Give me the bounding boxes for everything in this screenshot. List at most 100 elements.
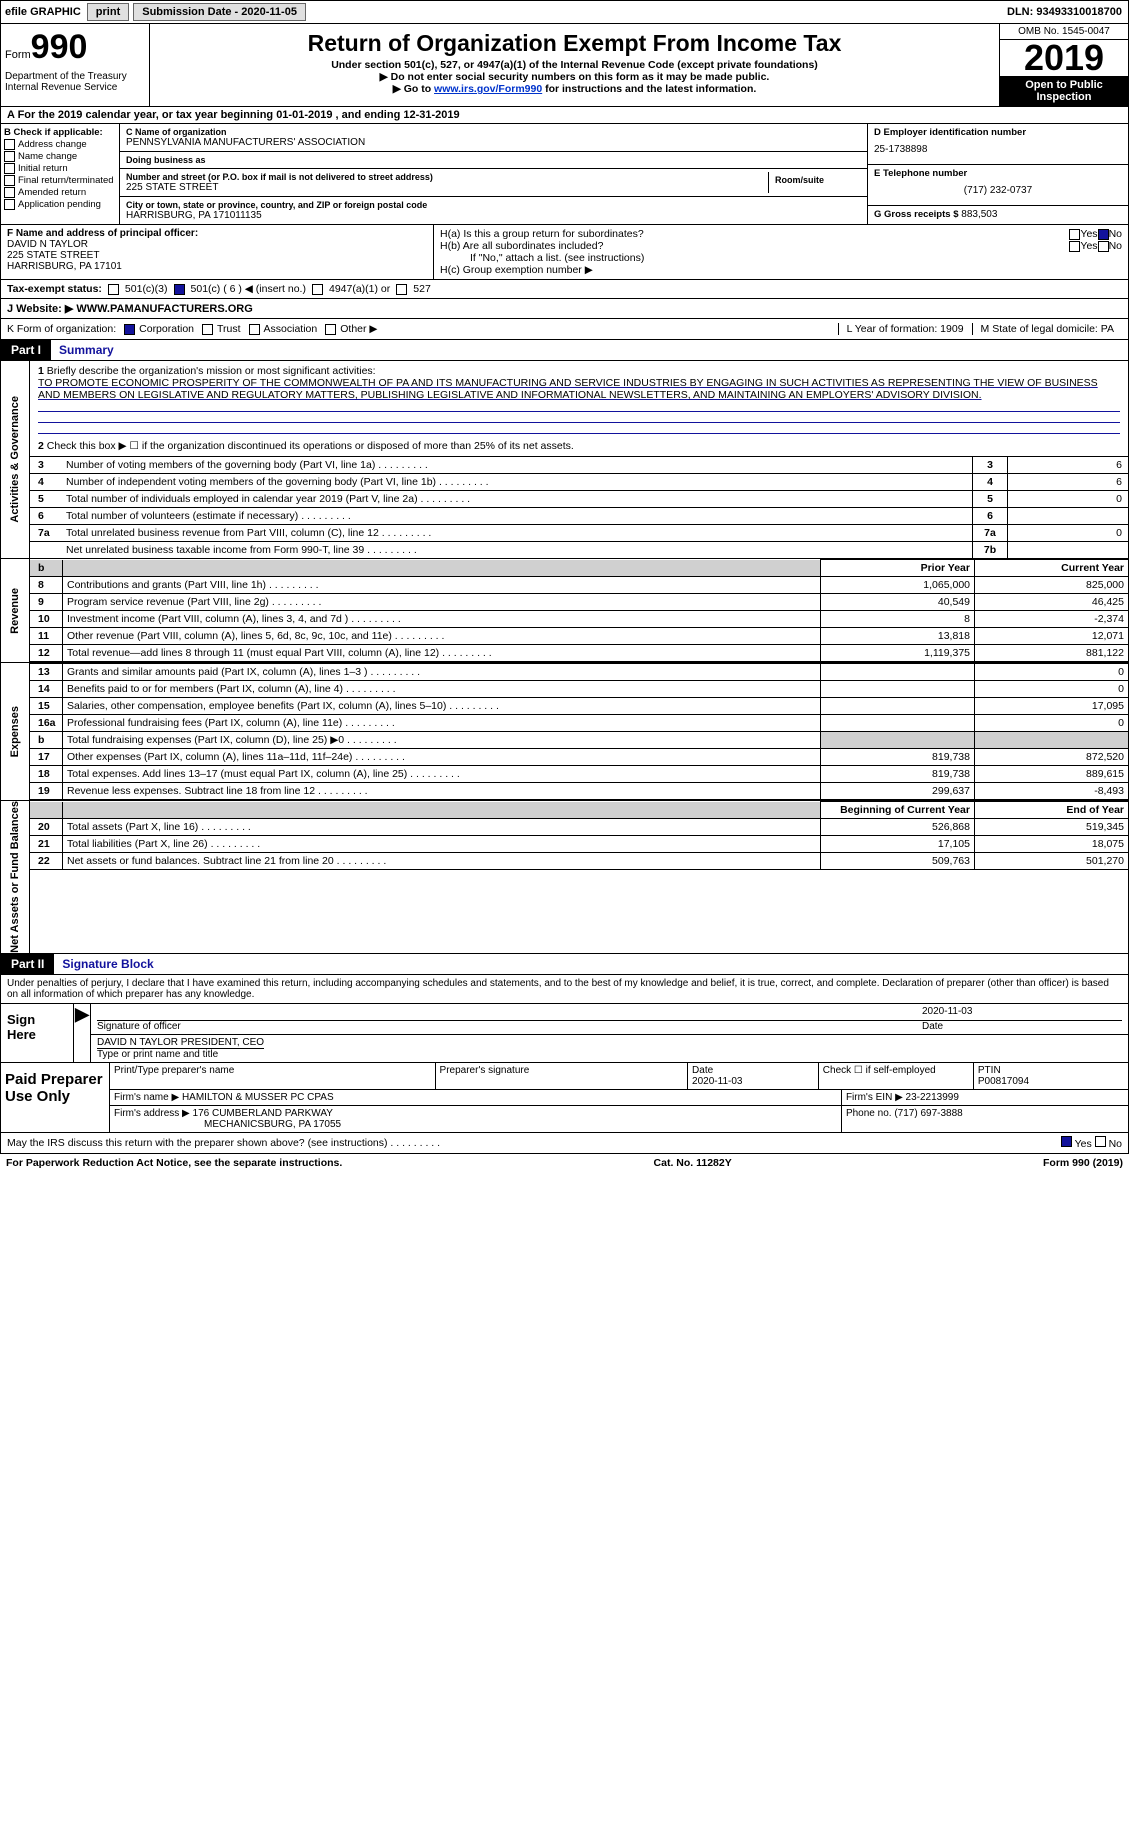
checkbox[interactable] <box>4 151 15 162</box>
discuss-text: May the IRS discuss this return with the… <box>7 1137 440 1149</box>
l2: Check this box ▶ ☐ if the organization d… <box>47 440 574 452</box>
typeprint-label: Type or print name and title <box>97 1049 218 1060</box>
prep-date: 2020-11-03 <box>692 1076 742 1087</box>
street: 225 STATE STREET <box>126 182 768 193</box>
side-ag: Activities & Governance <box>1 361 30 558</box>
side-na: Net Assets or Fund Balances <box>1 801 30 953</box>
gross: 883,503 <box>961 209 997 220</box>
na-table: Beginning of Current YearEnd of Year20To… <box>30 801 1128 870</box>
firm-phone: (717) 697-3888 <box>894 1108 962 1119</box>
officer-name: DAVID N TAYLOR <box>7 239 427 250</box>
tax-4947[interactable] <box>312 284 323 295</box>
discuss-yes[interactable] <box>1061 1136 1072 1147</box>
netassets-section: Net Assets or Fund Balances Beginning of… <box>0 801 1129 954</box>
k-assoc[interactable] <box>249 324 260 335</box>
org-name: PENNSYLVANIA MANUFACTURERS' ASSOCIATION <box>126 137 861 148</box>
side-exp: Expenses <box>1 663 30 800</box>
sign-here: Sign Here <box>1 1004 74 1062</box>
year-formation: L Year of formation: 1909 <box>838 323 972 335</box>
open-inspection: Open to Public Inspection <box>1000 76 1128 106</box>
gross-label: G Gross receipts $ <box>874 209 958 220</box>
tax-501c[interactable] <box>174 284 185 295</box>
sig-officer-label: Signature of officer <box>97 1021 181 1032</box>
street-label: Number and street (or P.O. box if mail i… <box>126 172 768 182</box>
year-block: OMB No. 1545-0047 2019 Open to Public In… <box>999 24 1128 106</box>
part1-header: Part I Summary <box>0 340 1129 361</box>
checkbox[interactable] <box>4 175 15 186</box>
sign-arrow-icon: ▶ <box>74 1004 91 1062</box>
org-name-label: C Name of organization <box>126 127 861 137</box>
k-corp[interactable] <box>124 324 135 335</box>
checkbox-label: Application pending <box>18 199 101 210</box>
signature-block: Under penalties of perjury, I declare th… <box>0 975 1129 1063</box>
officer-street: 225 STATE STREET <box>7 250 427 261</box>
dept: Department of the Treasury Internal Reve… <box>5 67 145 93</box>
k-label: K Form of organization: <box>7 323 116 335</box>
ha-no[interactable] <box>1098 229 1109 240</box>
firm-name: HAMILTON & MUSSER PC CPAS <box>182 1092 334 1103</box>
mission: TO PROMOTE ECONOMIC PROSPERITY OF THE CO… <box>38 377 1098 401</box>
ptin: P00817094 <box>978 1076 1029 1087</box>
form-number-block: Form990 Department of the Treasury Inter… <box>1 24 150 106</box>
arrow1: ▶ Do not enter social security numbers o… <box>156 71 993 83</box>
hb-yes[interactable] <box>1069 241 1080 252</box>
ein-label: D Employer identification number <box>874 127 1122 138</box>
k-row: K Form of organization: Corporation Trus… <box>0 319 1129 340</box>
col-f: F Name and address of principal officer:… <box>1 225 434 279</box>
tax-501c3[interactable] <box>108 284 119 295</box>
self-emp-check[interactable]: Check ☐ if self-employed <box>823 1065 936 1076</box>
city: HARRISBURG, PA 171011135 <box>126 210 861 221</box>
footer-left: For Paperwork Reduction Act Notice, see … <box>6 1157 342 1169</box>
checkbox[interactable] <box>4 139 15 150</box>
form-title: Return of Organization Exempt From Incom… <box>156 30 993 57</box>
checkbox-label: Amended return <box>18 187 86 198</box>
tax-527[interactable] <box>396 284 407 295</box>
paid-label: Paid Preparer Use Only <box>1 1063 110 1132</box>
hb-no[interactable] <box>1098 241 1109 252</box>
col-c: C Name of organizationPENNSYLVANIA MANUF… <box>120 124 867 224</box>
k-trust[interactable] <box>202 324 213 335</box>
rev-table: bPrior YearCurrent Year8Contributions an… <box>30 559 1128 662</box>
col-b: B Check if applicable: Address changeNam… <box>1 124 120 224</box>
paid-preparer: Paid Preparer Use Only Print/Type prepar… <box>0 1063 1129 1133</box>
irs-link[interactable]: www.irs.gov/Form990 <box>434 83 542 95</box>
discuss-no[interactable] <box>1095 1136 1106 1147</box>
checkbox-label: Final return/terminated <box>18 175 114 186</box>
discuss-row: May the IRS discuss this return with the… <box>0 1133 1129 1154</box>
hb-note: If "No," attach a list. (see instruction… <box>440 252 1122 264</box>
efile-label: efile GRAPHIC <box>1 6 85 18</box>
tel-label: E Telephone number <box>874 168 1122 179</box>
print-button[interactable]: print <box>87 3 129 21</box>
hc-label: H(c) Group exemption number ▶ <box>440 264 1122 276</box>
footer-right: Form 990 (2019) <box>1043 1157 1123 1169</box>
checkbox-label: Name change <box>18 151 77 162</box>
tax-label: Tax-exempt status: <box>7 283 102 295</box>
checkbox[interactable] <box>4 187 15 198</box>
ag-table: 3Number of voting members of the governi… <box>30 456 1128 558</box>
website-row: J Website: ▶ WWW.PAMANUFACTURERS.ORG <box>0 299 1129 319</box>
revenue-section: Revenue bPrior YearCurrent Year8Contribu… <box>0 559 1129 663</box>
col-d: D Employer identification number25-17388… <box>867 124 1128 224</box>
side-rev: Revenue <box>1 559 30 662</box>
tax-status-row: Tax-exempt status: 501(c)(3) 501(c) ( 6 … <box>0 280 1129 299</box>
section-a: B Check if applicable: Address changeNam… <box>0 124 1129 225</box>
title-block: Return of Organization Exempt From Incom… <box>150 24 999 106</box>
topbar: efile GRAPHIC print Submission Date - 20… <box>0 0 1129 24</box>
hb-label: H(b) Are all subordinates included? <box>440 240 1069 252</box>
checkbox[interactable] <box>4 199 15 210</box>
k-other[interactable] <box>325 324 336 335</box>
footer: For Paperwork Reduction Act Notice, see … <box>0 1154 1129 1172</box>
dln: DLN: 93493310018700 <box>1007 6 1128 18</box>
checkbox[interactable] <box>4 163 15 174</box>
room-label: Room/suite <box>775 175 855 185</box>
checkbox-label: Initial return <box>18 163 68 174</box>
domicile: M State of legal domicile: PA <box>972 323 1122 335</box>
tel: (717) 232-0737 <box>874 179 1122 202</box>
ha-label: H(a) Is this a group return for subordin… <box>440 228 1069 240</box>
part1-tab: Part I <box>1 340 51 360</box>
firm-city: MECHANICSBURG, PA 17055 <box>114 1119 341 1130</box>
part2-title: Signature Block <box>54 954 161 974</box>
city-label: City or town, state or province, country… <box>126 200 861 210</box>
ein: 25-1738898 <box>874 138 1122 161</box>
ha-yes[interactable] <box>1069 229 1080 240</box>
